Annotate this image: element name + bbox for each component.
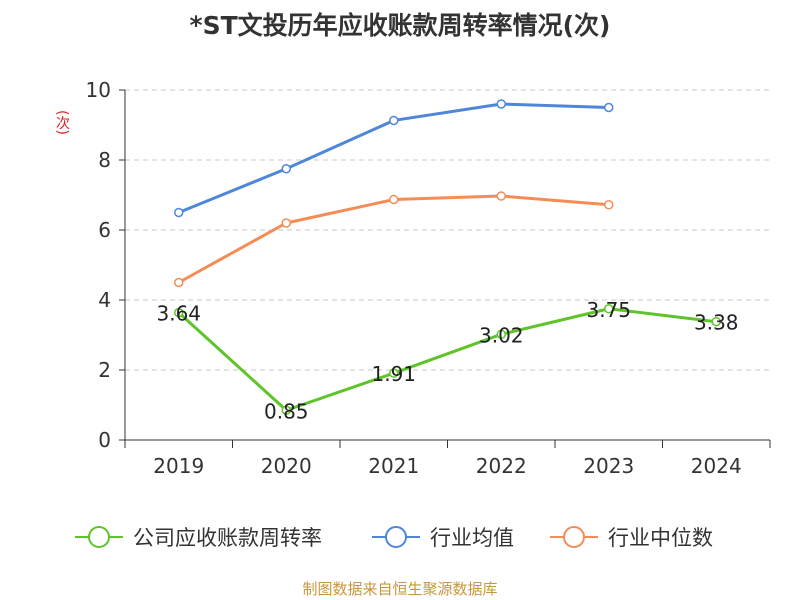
series-1-point <box>496 99 506 109</box>
x-tick-label: 2023 <box>583 454 634 478</box>
series-0-point <box>281 405 291 415</box>
data-source-note: 制图数据来自恒生聚源数据库 <box>302 580 498 598</box>
series-1-point <box>174 207 184 218</box>
legend-marker-0 <box>88 526 110 548</box>
legend-label-1: 行业均值 <box>430 526 514 550</box>
x-tick-label: 2019 <box>153 454 204 478</box>
x-tick-label: 2021 <box>368 454 419 478</box>
data-label: 0.85 <box>264 399 309 423</box>
y-tick-label: 10 <box>86 78 111 102</box>
data-label: 3.64 <box>156 302 201 326</box>
data-label: 3.02 <box>479 323 524 347</box>
series-1-point <box>281 164 291 174</box>
legend-marker-1 <box>385 526 407 548</box>
y-axis-label: (次) <box>54 110 70 135</box>
legend-marker-2 <box>563 526 585 548</box>
series-0-point <box>604 304 614 314</box>
y-tick-label: 8 <box>98 148 111 172</box>
x-tick-label: 2022 <box>476 454 527 478</box>
data-label: 3.75 <box>586 298 631 322</box>
data-label: 3.38 <box>694 311 739 335</box>
series-0-line <box>177 307 717 412</box>
x-tick-label: 2020 <box>261 454 312 478</box>
series-2-point <box>389 194 399 205</box>
y-tick-label: 4 <box>98 288 111 312</box>
y-tick-label: 6 <box>98 218 111 242</box>
series-0-point <box>496 329 506 340</box>
x-tick-label: 2024 <box>691 454 742 478</box>
y-tick-label: 0 <box>98 428 111 452</box>
series-2-point <box>281 218 291 228</box>
series-2-point <box>174 277 184 288</box>
chart-title: *ST文投历年应收账款周转率情况(次) <box>189 11 611 40</box>
series-0-point <box>711 316 721 327</box>
series-1-point <box>389 115 399 126</box>
y-tick-label: 2 <box>98 358 111 382</box>
series-0-point <box>389 368 399 378</box>
legend-label-0: 公司应收账款周转率 <box>133 526 322 550</box>
series-0-point <box>174 307 184 318</box>
series-2-line <box>178 194 609 284</box>
series-2-point <box>604 200 614 210</box>
series-2-point <box>496 191 506 201</box>
series-1-point <box>604 102 614 113</box>
data-label: 1.91 <box>371 362 416 386</box>
legend-label-2: 行业中位数 <box>608 526 713 550</box>
